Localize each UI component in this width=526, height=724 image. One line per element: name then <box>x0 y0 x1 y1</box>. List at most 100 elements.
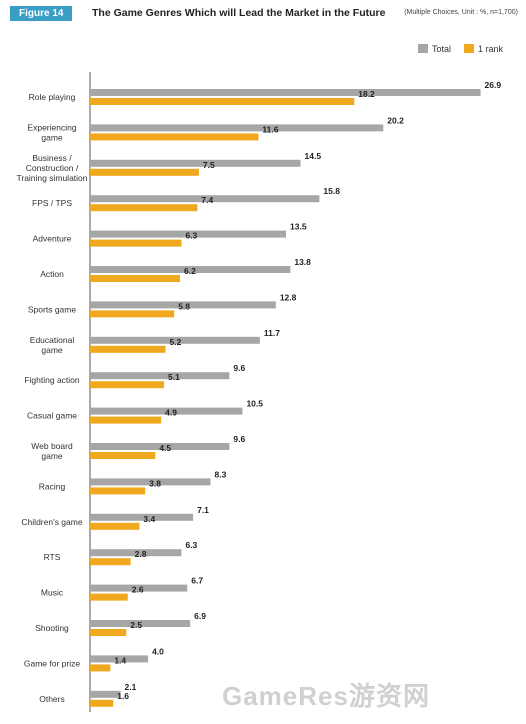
data-label-rank1: 4.9 <box>165 408 177 418</box>
data-label-rank1: 4.5 <box>159 443 171 453</box>
data-label-rank1: 6.2 <box>184 266 196 276</box>
bar-rank1 <box>90 381 165 389</box>
category-label: Others <box>39 694 65 704</box>
bar-rank1 <box>90 487 146 495</box>
data-label-total: 20.2 <box>387 115 404 125</box>
data-label-rank1: 5.1 <box>168 372 180 382</box>
data-label-rank1: 3.4 <box>143 514 155 524</box>
category-label: Music <box>41 588 64 598</box>
data-label-total: 9.6 <box>233 434 245 444</box>
bar-total <box>90 266 291 273</box>
bar-total <box>90 336 260 344</box>
bar-rank1 <box>90 558 131 566</box>
bar-total <box>90 89 481 96</box>
category-label: game <box>41 345 63 355</box>
bar-total <box>90 478 211 486</box>
data-label-total: 9.6 <box>233 363 245 373</box>
bar-total <box>90 230 286 238</box>
category-label: Construction / <box>26 163 79 173</box>
category-label: Adventure <box>33 234 72 244</box>
category-label: Action <box>40 269 64 279</box>
data-label-total: 14.5 <box>305 151 322 161</box>
bar-total <box>90 372 230 380</box>
category-label: Racing <box>39 481 66 491</box>
data-label-total: 15.8 <box>323 186 340 196</box>
bar-rank1 <box>90 239 182 247</box>
category-label: Experiencing <box>27 122 76 132</box>
bar-total <box>90 549 182 557</box>
data-label-total: 7.1 <box>197 505 209 515</box>
data-label-total: 13.8 <box>294 257 311 267</box>
data-label-rank1: 7.5 <box>203 160 215 170</box>
figure-badge: Figure 14 <box>10 6 73 21</box>
category-label: Role playing <box>29 92 76 102</box>
bar-total <box>90 584 188 592</box>
data-label-total: 6.7 <box>191 576 203 586</box>
data-label-rank1: 5.8 <box>178 301 190 311</box>
legend-label-total: Total <box>432 44 452 54</box>
bar-rank1 <box>90 345 166 353</box>
data-label-total: 26.9 <box>485 80 502 90</box>
chart-note: (Multiple Choices, Unit : %, n=1,700) <box>404 9 518 16</box>
bar-rank1 <box>90 275 181 282</box>
bar-rank1 <box>90 310 175 318</box>
bar-rank1 <box>90 168 199 176</box>
bar-rank1 <box>90 452 156 459</box>
data-label-total: 11.7 <box>264 328 280 338</box>
watermark: GameRes游资网 <box>222 681 430 711</box>
legend: Total 1 rank <box>418 44 514 56</box>
bar-total <box>90 443 230 450</box>
category-label: Fighting action <box>24 375 80 385</box>
data-label-rank1: 11.6 <box>262 124 278 134</box>
category-label: Business / <box>32 153 72 163</box>
bar-rank1 <box>90 416 162 424</box>
bar-rank1 <box>90 204 198 212</box>
data-label-rank1: 18.2 <box>358 89 375 99</box>
legend-item-rank1: 1 rank <box>464 44 503 54</box>
data-label-rank1: 1.4 <box>114 655 126 665</box>
bar-total <box>90 513 194 521</box>
category-label: Training simulation <box>16 173 87 183</box>
bar-total <box>90 407 243 415</box>
data-label-total: 10.5 <box>246 399 263 409</box>
bar-rank1 <box>90 593 128 601</box>
data-label-rank1: 7.4 <box>201 195 213 205</box>
bar-rank1 <box>90 664 111 672</box>
bar-rank1 <box>90 699 114 707</box>
data-label-total: 4.0 <box>152 646 164 656</box>
chart-title: The Game Genres Which will Lead the Mark… <box>92 7 386 19</box>
bar-total <box>90 301 276 309</box>
category-label: Web board <box>31 441 73 451</box>
category-label: RTS <box>44 552 61 562</box>
data-label-rank1: 1.6 <box>117 691 129 701</box>
bar-total <box>90 195 320 203</box>
data-label-total: 2.1 <box>124 682 136 692</box>
category-label: Educational <box>30 335 75 345</box>
bar-total <box>90 690 121 698</box>
bar-total <box>90 620 191 627</box>
bar-rank1 <box>90 629 127 636</box>
category-label: Casual game <box>27 411 77 421</box>
data-label-total: 13.5 <box>290 222 307 232</box>
data-label-total: 6.3 <box>185 540 197 550</box>
category-label: Sports game <box>28 304 76 314</box>
data-label-rank1: 3.8 <box>149 478 161 488</box>
bar-total <box>90 159 301 167</box>
category-label: FPS / TPS <box>32 198 72 208</box>
data-label-rank1: 6.3 <box>185 231 197 241</box>
legend-label-rank1: 1 rank <box>478 44 504 54</box>
data-label-rank1: 2.5 <box>130 620 142 630</box>
legend-swatch-rank1 <box>464 44 474 53</box>
bar-rank1 <box>90 98 355 105</box>
data-label-rank1: 2.8 <box>135 549 147 559</box>
category-label: Shooting <box>35 623 69 633</box>
category-label: Children's game <box>21 517 82 527</box>
category-label: Game for prize <box>24 658 80 668</box>
data-label-rank1: 5.2 <box>169 337 181 347</box>
category-label: game <box>41 132 63 142</box>
bar-total <box>90 655 149 663</box>
data-label-rank1: 2.6 <box>132 585 144 595</box>
legend-swatch-total <box>418 44 428 53</box>
bar-rank1 <box>90 522 140 530</box>
